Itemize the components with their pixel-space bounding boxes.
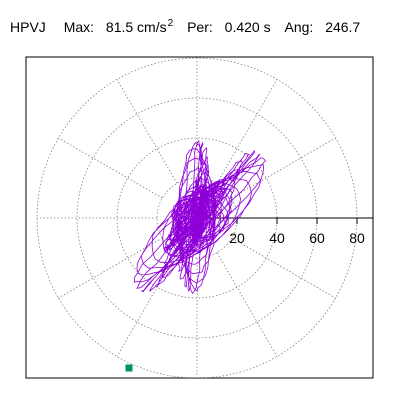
grid-spoke-10 [216, 252, 278, 357]
grid-spoke-7 [58, 237, 163, 299]
grid-spoke-4 [116, 79, 178, 184]
x-tick-label-3: 60 [309, 230, 325, 246]
grid-spoke-1 [231, 137, 336, 199]
per-value: 0.420 s [224, 19, 271, 35]
x-tick-label-1: 20 [229, 230, 245, 246]
grid-spoke-5 [58, 137, 163, 199]
max-value: 81.5 cm/s [105, 19, 167, 35]
x-tick-label-4: 80 [349, 230, 365, 246]
max-point-marker [125, 364, 133, 372]
trace-path [133, 139, 267, 295]
per-label: Per: [187, 19, 213, 35]
max-exponent: 2 [167, 18, 174, 29]
tick-labels: 20 40 60 80 [229, 230, 365, 246]
max-label: Max: [63, 19, 95, 35]
ang-label: Ang: [284, 19, 314, 35]
header: HPVJ Max: 81.5 cm/s2 Per: 0.420 s Ang: 2… [10, 10, 360, 38]
max-marker-layer [125, 364, 133, 372]
motion-trace [133, 139, 267, 295]
ang-value: 246.7 [325, 19, 361, 35]
station-code: HPVJ [10, 19, 46, 35]
grid-spoke-11 [231, 237, 336, 299]
grid-spoke-2 [216, 79, 278, 184]
x-tick-label-2: 40 [269, 230, 285, 246]
grid-spoke-8 [116, 252, 178, 357]
axes [197, 217, 373, 224]
